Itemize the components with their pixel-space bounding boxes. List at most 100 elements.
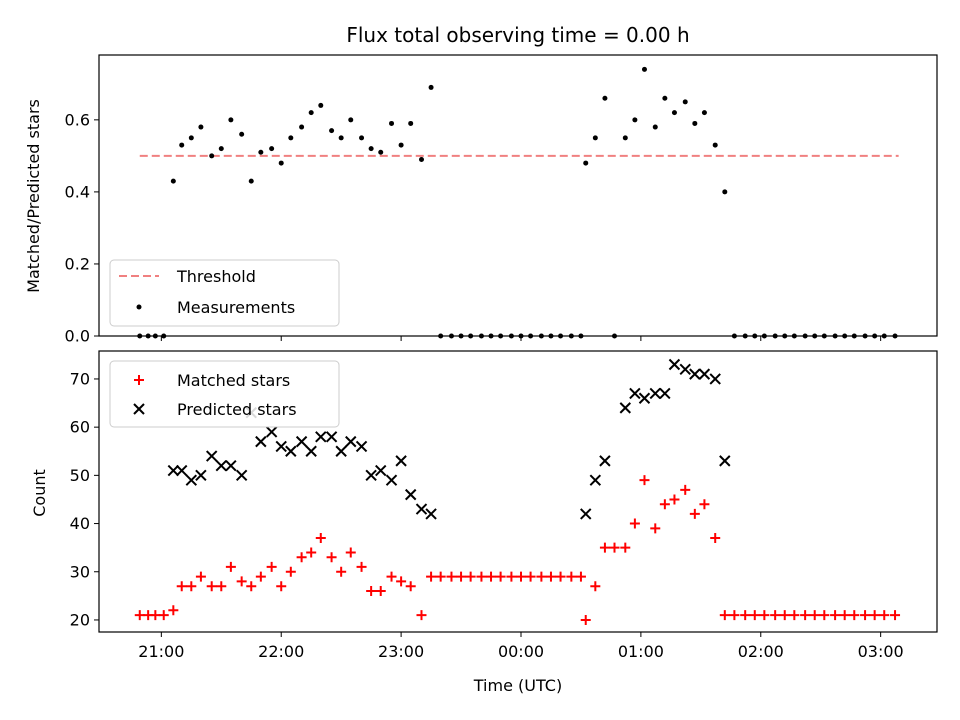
measurement-point — [308, 110, 314, 116]
matched-star-point — [689, 508, 700, 519]
predicted-star-point — [385, 474, 398, 486]
measurement-point — [641, 66, 647, 72]
matched-star-point — [176, 581, 187, 592]
measurement-point — [258, 149, 264, 155]
matched-star-point — [659, 499, 670, 510]
matched-star-point — [158, 610, 169, 621]
measurement-point — [239, 131, 245, 137]
matched-star-point — [416, 610, 427, 621]
measurement-point — [418, 156, 424, 162]
matched-star-point — [186, 581, 197, 592]
matched-star-point — [869, 610, 880, 621]
predicted-star-point — [225, 460, 237, 472]
matched-star-point — [506, 571, 517, 582]
matched-star-point — [255, 571, 266, 582]
matched-star-point — [680, 484, 691, 495]
matched-star-point — [465, 571, 476, 582]
matched-star-point — [800, 610, 811, 621]
measurement-point — [170, 178, 176, 184]
measurement-point — [198, 124, 204, 130]
measurement-point — [408, 120, 414, 126]
matched-star-point — [326, 552, 337, 563]
measurement-point — [602, 95, 608, 101]
ratio-y-tick-label: 0.4 — [65, 182, 90, 201]
chart-title: Flux total observing time = 0.00 h — [346, 23, 689, 47]
predicted-star-point — [215, 460, 227, 472]
ratio-legend: Threshold Measurements — [109, 259, 340, 327]
x-tick-label: 21:00 — [138, 642, 184, 661]
predicted-star-point — [629, 387, 641, 400]
matched-star-point — [639, 475, 650, 486]
matched-star-point — [729, 610, 740, 621]
predicted-star-point — [415, 503, 428, 515]
predicted-star-point — [709, 373, 721, 385]
predicted-star-point — [698, 368, 711, 380]
matched-star-point — [830, 610, 841, 621]
matched-star-point — [719, 610, 730, 621]
predicted-star-point — [355, 440, 368, 453]
matched-star-point — [285, 566, 296, 577]
matched-star-point — [669, 494, 680, 505]
measurement-point — [188, 135, 194, 141]
count-x-axis: 21:00 22:00 23:00 00:00 01:00 02:00 03:00 — [138, 632, 904, 661]
matched-star-point — [515, 571, 526, 582]
x-tick-label: 22:00 — [258, 642, 304, 661]
count-y-axis: 20 30 40 50 60 70 — [70, 369, 99, 629]
count-y-tick-label: 40 — [70, 514, 90, 533]
matched-star-point — [426, 571, 437, 582]
matched-star-point — [890, 610, 901, 621]
matched-star-point — [306, 547, 317, 558]
measurement-point — [682, 99, 688, 105]
predicted-star-point — [580, 508, 592, 520]
matched-star-point — [536, 571, 547, 582]
predicted-star-point — [185, 474, 198, 486]
ratio-x-ticks — [160, 336, 882, 341]
measurement-point — [583, 160, 589, 166]
matched-star-point — [356, 561, 367, 572]
matched-star-point — [699, 499, 710, 510]
predicted-star-point — [365, 469, 377, 482]
measurement-point — [218, 146, 224, 152]
count-legend-box — [109, 360, 340, 428]
matched-star-point — [195, 571, 206, 582]
legend-matched-swatch — [134, 375, 144, 385]
matched-star-point — [168, 605, 179, 616]
measurement-point — [632, 117, 638, 123]
count-y-tick-label: 50 — [70, 466, 90, 485]
matched-star-point — [759, 610, 770, 621]
measurement-point — [269, 146, 275, 152]
measurement-point — [389, 120, 395, 126]
matched-star-point — [575, 571, 586, 582]
matched-star-point — [545, 571, 556, 582]
measurement-point — [348, 117, 354, 123]
predicted-star-point — [285, 445, 297, 457]
measurement-point — [368, 146, 374, 152]
matched-star-point — [599, 542, 610, 553]
predicted-star-point — [589, 474, 602, 486]
matched-star-point — [486, 571, 497, 582]
measurement-point — [359, 135, 365, 141]
matched-star-point — [315, 533, 326, 544]
ratio-legend-box — [109, 259, 340, 327]
ratio-panel-frame — [98, 54, 938, 337]
matched-star-point — [336, 566, 347, 577]
matched-star-point — [296, 552, 307, 563]
predicted-star-point — [167, 464, 180, 477]
ratio-panel: 0.0 0.2 0.4 0.6 Matched/Predicted stars Thr… — [24, 54, 938, 346]
matched-star-point — [236, 576, 247, 587]
ratio-y-tick-label: 0.0 — [65, 327, 90, 346]
matched-star-point — [789, 610, 800, 621]
predicted-star-point — [689, 368, 701, 380]
measurement-point — [329, 128, 335, 134]
matched-star-point — [860, 610, 871, 621]
measurement-point — [179, 142, 185, 148]
legend-predicted-swatch — [133, 403, 145, 415]
x-axis-label: Time (UTC) — [473, 676, 562, 695]
predicted-star-point — [195, 469, 207, 482]
ratio-y-axis: 0.0 0.2 0.4 0.6 — [65, 110, 99, 346]
matched-star-point — [525, 571, 536, 582]
count-points-layer — [134, 358, 901, 625]
matched-star-point — [134, 610, 145, 621]
